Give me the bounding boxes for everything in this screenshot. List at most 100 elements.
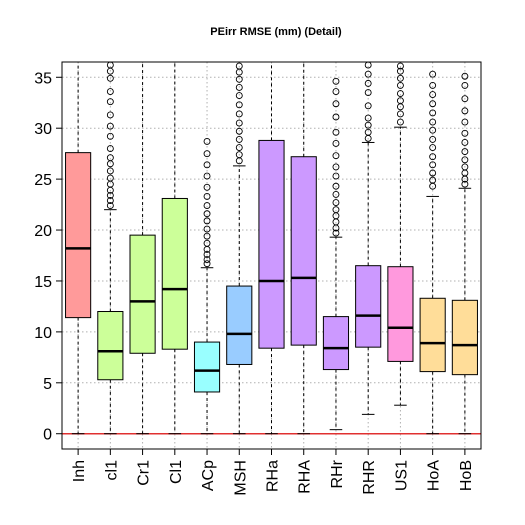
box-RHR <box>355 61 382 415</box>
box-body <box>290 156 317 346</box>
outlier-point <box>235 119 243 127</box>
box-ACp <box>193 137 221 435</box>
outlier-point <box>429 169 437 177</box>
box-body <box>161 197 188 350</box>
outlier-point <box>203 137 211 145</box>
y-tick-label: 15 <box>34 274 52 291</box>
y-tick-label: 0 <box>43 427 52 444</box>
outlier-point <box>364 128 372 136</box>
x-tick-label: cl1 <box>103 460 120 481</box>
box-body <box>322 316 350 371</box>
outlier-point <box>364 89 372 97</box>
outlier-point <box>106 145 114 153</box>
outlier-point <box>235 84 243 91</box>
outlier-point <box>429 161 437 169</box>
box-body <box>226 285 253 365</box>
box-US1 <box>387 62 414 406</box>
outlier-point <box>429 109 437 117</box>
box-RHr <box>322 77 350 431</box>
x-tick-label: HoB <box>458 460 475 491</box>
outlier-point <box>106 154 114 162</box>
outlier-point <box>332 199 340 206</box>
outlier-point <box>429 81 437 89</box>
outlier-point <box>461 72 469 80</box>
box-Cl1 <box>161 62 188 435</box>
outlier-point <box>396 62 404 70</box>
outlier-point <box>429 91 437 99</box>
outlier-point <box>332 212 340 220</box>
box-Inh <box>65 62 92 435</box>
outlier-point <box>203 217 211 225</box>
outlier-point <box>203 232 211 240</box>
x-tick-label: RHa <box>265 460 282 492</box>
outlier-point <box>429 118 437 126</box>
box-body <box>355 265 382 348</box>
box-body <box>451 299 478 376</box>
outlier-point <box>203 202 211 210</box>
outlier-point <box>203 225 211 233</box>
outlier-point <box>106 132 114 140</box>
outlier-point <box>106 160 114 168</box>
box-body <box>258 139 285 349</box>
outlier-point <box>235 75 243 83</box>
y-tick-label: 20 <box>34 223 52 240</box>
outlier-point <box>332 218 340 226</box>
y-tick-label: 25 <box>34 172 52 189</box>
outlier-point <box>106 122 114 130</box>
outlier-point <box>106 202 114 210</box>
outlier-point <box>332 163 340 171</box>
outlier-point <box>203 210 211 218</box>
box-MSH <box>226 62 253 435</box>
box-Cr1 <box>129 62 156 435</box>
outlier-point <box>106 197 114 204</box>
outlier-point <box>235 151 243 159</box>
outlier-point <box>461 156 469 164</box>
outlier-point <box>332 206 340 214</box>
y-tick-label: 30 <box>34 121 52 138</box>
outlier-point <box>364 70 372 78</box>
outlier-point <box>235 62 243 70</box>
outlier-point <box>429 144 437 151</box>
box-HoA <box>419 70 446 435</box>
outlier-point <box>235 135 243 143</box>
outlier-point <box>106 167 114 175</box>
outlier-point <box>332 77 340 85</box>
outlier-point <box>461 107 469 115</box>
outlier-point <box>203 256 211 264</box>
outlier-point <box>461 139 469 146</box>
outlier-point <box>429 176 437 184</box>
outlier-point <box>203 183 211 191</box>
outlier-point <box>106 98 114 106</box>
outlier-point <box>332 100 340 108</box>
outlier-point <box>429 100 437 108</box>
box-body <box>97 311 124 381</box>
axes-layer: 0 5 10 15 20 25 30 35 Inh cl1 Cr1 Cl1 ACp MSH RHa RHA RH… <box>34 61 482 496</box>
box-body <box>387 266 414 362</box>
outlier-point <box>364 121 372 129</box>
box-cl1 <box>97 61 124 435</box>
outlier-point <box>332 113 340 121</box>
x-tick-label: MSH <box>232 460 249 496</box>
outlier-point <box>203 192 211 200</box>
box-body <box>129 234 156 354</box>
y-tick-label: 5 <box>43 376 52 393</box>
boxes-layer <box>65 61 478 435</box>
outlier-point <box>332 152 340 160</box>
x-tick-label: Inh <box>71 460 88 482</box>
outlier-point <box>396 118 404 126</box>
outlier-point <box>235 101 243 109</box>
x-tick-label: Cr1 <box>136 460 153 486</box>
box-body <box>65 152 92 319</box>
outlier-point <box>106 191 114 199</box>
x-tick-label: RHr <box>329 459 346 488</box>
outlier-point <box>461 163 469 171</box>
outlier-point <box>106 74 114 82</box>
outlier-point <box>396 97 404 105</box>
outlier-point <box>429 126 437 134</box>
outlier-point <box>203 251 211 258</box>
outlier-point <box>396 67 404 75</box>
outlier-point <box>396 110 404 118</box>
outlier-point <box>106 174 114 182</box>
